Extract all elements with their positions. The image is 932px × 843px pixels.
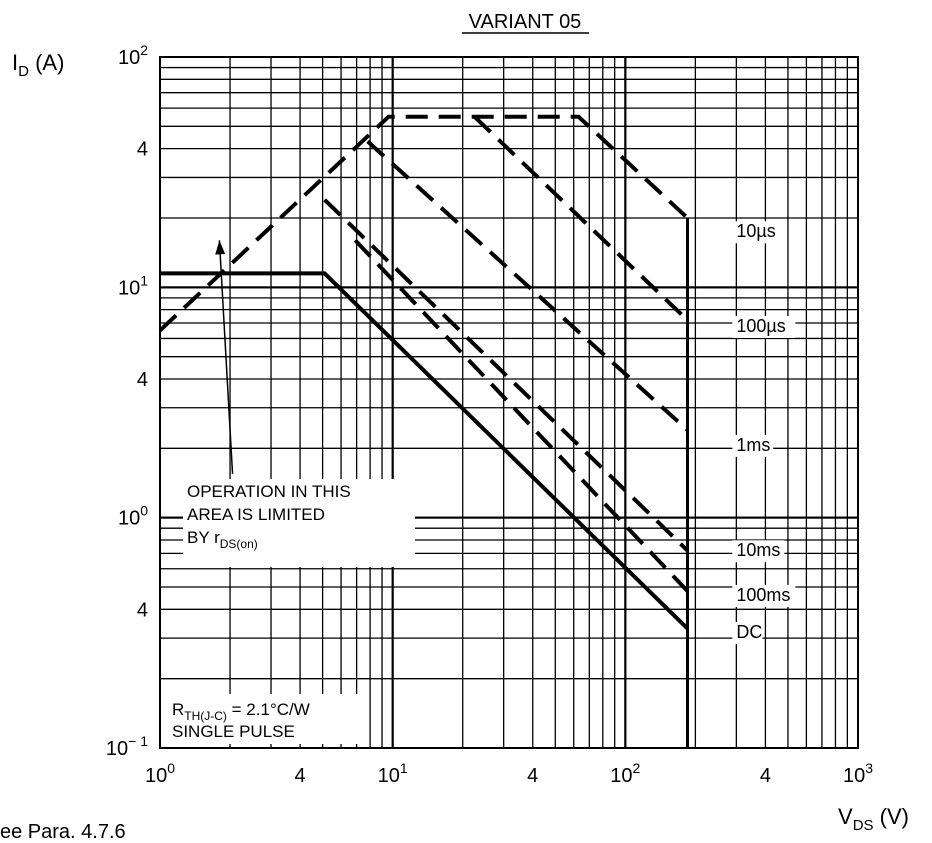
y-tick-label: 102: [118, 42, 148, 69]
x-axis-label: VDS (V): [838, 804, 909, 834]
curve-label-bg: [732, 584, 796, 607]
single-pulse-note: SINGLE PULSE: [172, 722, 295, 741]
arrow-head-icon: [215, 240, 226, 255]
curve-label-bg: [732, 315, 796, 338]
x-tick-label: 4: [527, 765, 538, 787]
x-tick-label: 100: [145, 760, 175, 787]
chart-grid: [159, 56, 859, 749]
x-tick-label: 101: [378, 760, 408, 787]
x-tick-label: 4: [295, 765, 306, 787]
limited-note-line: OPERATION IN THIS: [187, 482, 351, 501]
limited-note-bg: [183, 479, 415, 567]
y-tick-label: 100: [118, 503, 148, 530]
curve-label: DC: [736, 622, 762, 642]
limited-note-line: AREA IS LIMITED: [187, 505, 325, 524]
y-tick-label: 4: [137, 369, 148, 391]
curve-label-bg: [732, 221, 785, 244]
curve-label: 100ms: [736, 585, 790, 605]
curve-layer: [158, 114, 689, 748]
limited-arrow: [218, 240, 234, 474]
y-tick-label: 10− 1: [106, 733, 148, 760]
y-axis-label: ID (A): [12, 50, 64, 80]
chart-title: VARIANT 05: [469, 11, 582, 33]
curve-1ms: [366, 139, 689, 432]
curve-label: 10µs: [736, 221, 775, 241]
curve-dc: [160, 271, 689, 631]
curve-label: 10ms: [736, 540, 780, 560]
rth-note: RTH(J-C) = 2.1°C/W: [172, 700, 310, 723]
plot-frame: [159, 56, 859, 749]
curve-100ms: [353, 238, 689, 593]
y-tick-label: 4: [137, 599, 148, 621]
rth-note-bg: [165, 694, 365, 744]
x-tick-label: 102: [610, 760, 640, 787]
curve-label-bg: [732, 434, 774, 457]
label-layer: 100 4 101 4 102 4 103 102 4 101 4 100 4 10− 1 10µs 100µ…: [106, 42, 873, 787]
curve-label: 1ms: [736, 435, 770, 455]
x-tick-label: 4: [760, 765, 771, 787]
x-tick-label: 103: [843, 760, 873, 787]
y-tick-label: 101: [118, 272, 148, 299]
curve-10s: [158, 114, 689, 332]
curve-label: 100µs: [736, 316, 785, 336]
curve-10ms: [323, 198, 689, 552]
y-tick-label: 4: [137, 139, 148, 161]
curve-100s: [473, 115, 689, 322]
footnote: ee Para. 4.7.6: [0, 821, 126, 843]
curve-label-bg: [732, 622, 763, 645]
curve-label-bg: [732, 540, 785, 563]
